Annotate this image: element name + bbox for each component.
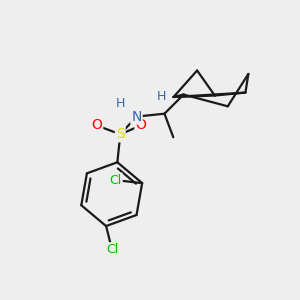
Text: H: H [116,97,125,110]
Text: O: O [136,118,146,133]
Text: Cl: Cl [106,243,118,256]
Text: N: N [131,110,142,124]
Text: O: O [91,118,102,133]
Text: H: H [157,89,166,103]
Text: S: S [116,127,125,141]
Text: Cl: Cl [110,174,122,187]
